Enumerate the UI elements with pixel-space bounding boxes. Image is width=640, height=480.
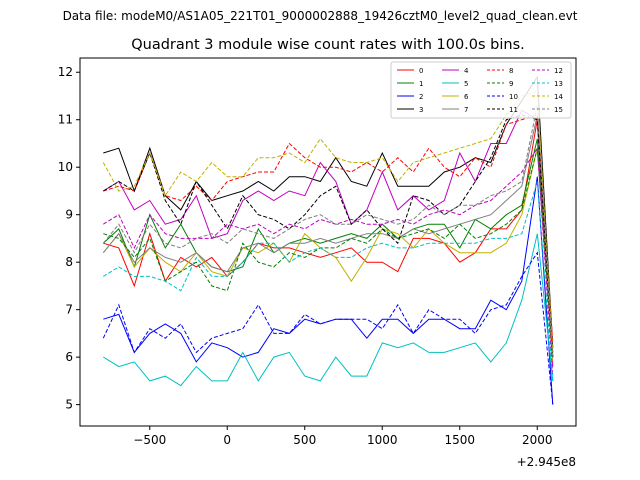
- y-tick-label: 7: [65, 303, 73, 317]
- chart-title: Quadrant 3 module wise count rates with …: [131, 37, 525, 53]
- series-line-10: [102, 251, 554, 405]
- legend-label-9: 9: [509, 80, 513, 88]
- legend-label-8: 8: [509, 67, 513, 75]
- series-line-3: [103, 75, 554, 348]
- y-tick-label: 6: [65, 350, 73, 364]
- x-axis-offset-label: +2.945e8: [517, 455, 576, 469]
- y-tick-label: 11: [58, 113, 73, 127]
- series-line-9: [103, 148, 554, 358]
- y-tick-label: 12: [58, 65, 73, 79]
- x-tick-label: 2000: [522, 433, 553, 447]
- legend-label-3: 3: [419, 106, 423, 114]
- legend-label-15: 15: [554, 106, 563, 114]
- x-axis-ticks: −500 0 500 1000 1500 2000: [133, 426, 553, 447]
- x-tick-label: 500: [293, 433, 316, 447]
- legend-label-5: 5: [464, 80, 468, 88]
- legend-label-13: 13: [554, 80, 563, 88]
- y-axis-ticks: 5 6 7 8 9 10 11 12: [58, 65, 80, 412]
- series-line-6: [102, 148, 554, 362]
- series-line-7: [102, 114, 554, 358]
- series-line-12: [103, 146, 554, 377]
- legend-label-11: 11: [509, 106, 518, 114]
- y-tick-label: 8: [65, 255, 73, 269]
- series-line-5: [103, 233, 554, 387]
- x-tick-label: −500: [133, 433, 166, 447]
- plot-lines: [102, 75, 554, 405]
- x-tick-label: 0: [223, 433, 231, 447]
- legend-label-2: 2: [419, 93, 423, 101]
- legend-label-14: 14: [554, 93, 563, 101]
- data-file-label: Data file: modeM0/AS1A05_221T01_90000028…: [63, 9, 578, 23]
- y-tick-label: 9: [65, 208, 73, 222]
- legend-label-12: 12: [554, 67, 563, 75]
- legend-label-0: 0: [419, 67, 423, 75]
- series-line-14: [102, 90, 554, 353]
- legend-label-7: 7: [464, 106, 468, 114]
- legend-label-4: 4: [464, 67, 469, 75]
- axes-frame: [79, 57, 577, 427]
- legend-box: [390, 61, 572, 119]
- y-tick-label: 5: [65, 398, 73, 412]
- legend-label-6: 6: [464, 93, 469, 101]
- y-tick-label: 10: [58, 160, 73, 174]
- x-tick-label: 1000: [367, 433, 398, 447]
- legend-label-10: 10: [509, 93, 518, 101]
- legend-label-1: 1: [419, 80, 423, 88]
- x-tick-label: 1500: [444, 433, 475, 447]
- series-line-8: [103, 114, 554, 343]
- series-line-11: [103, 114, 554, 358]
- series-line-15: [102, 105, 554, 358]
